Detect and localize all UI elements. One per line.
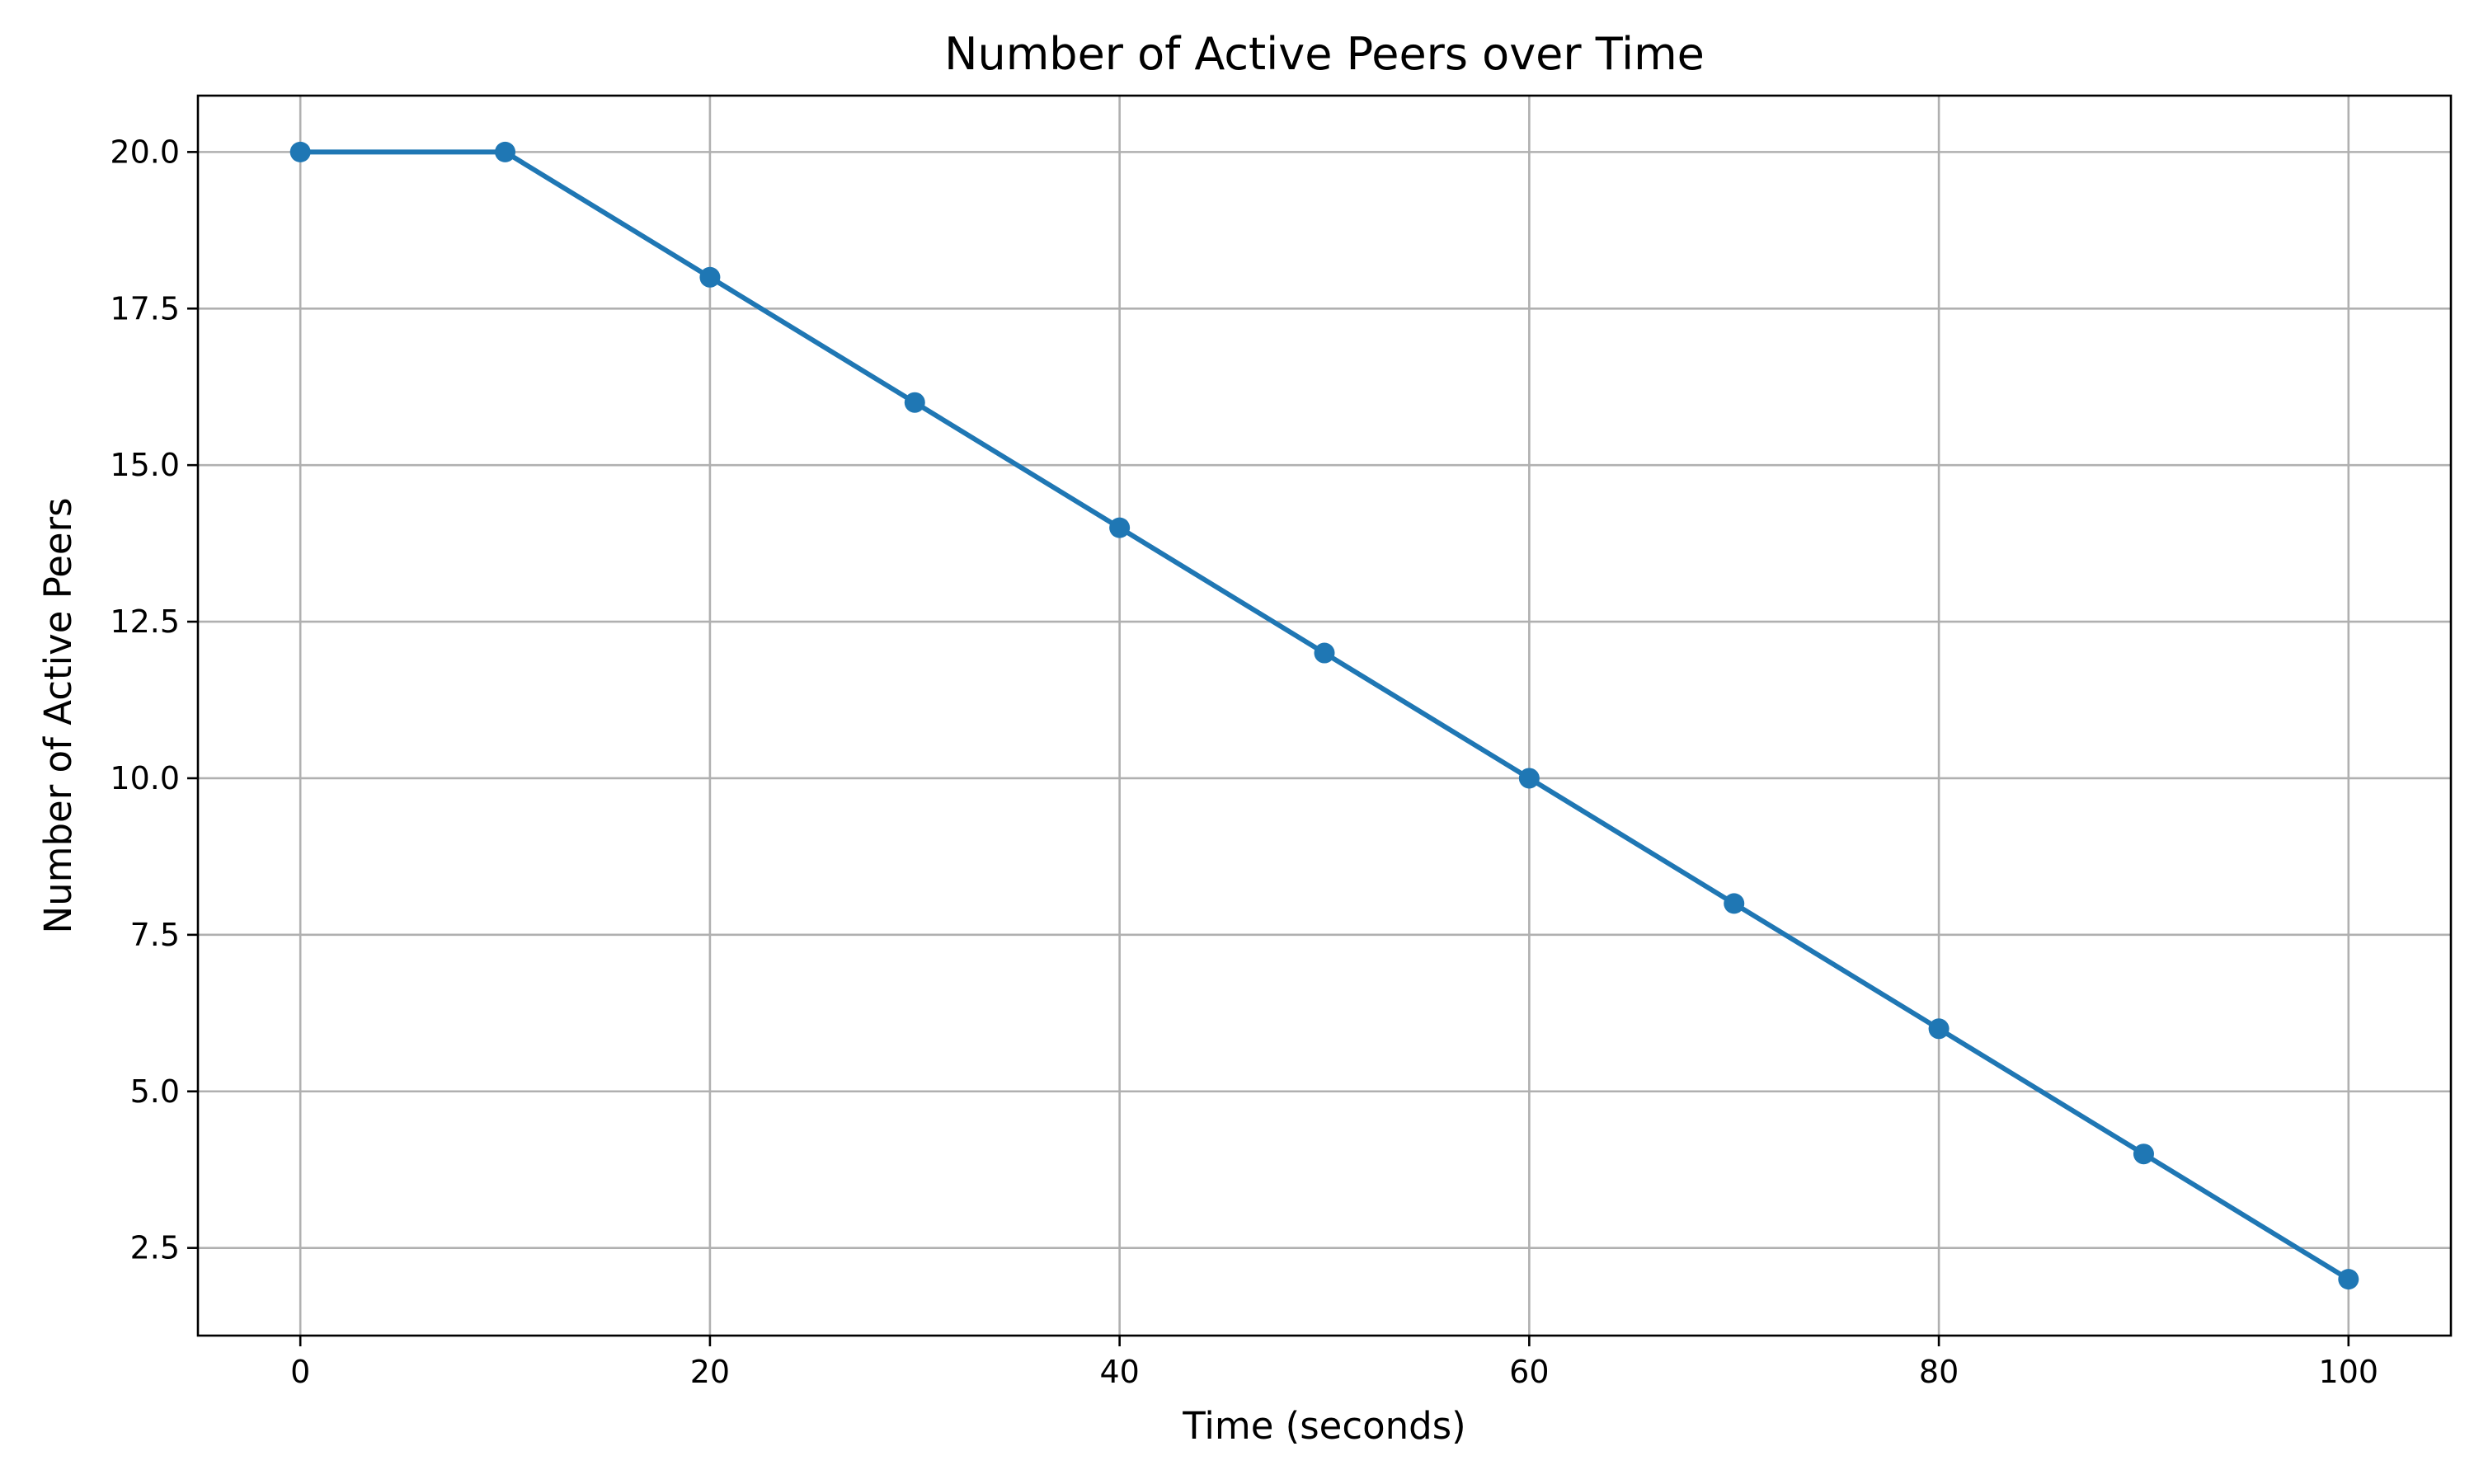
data-point: [2133, 1144, 2154, 1165]
x-tick-label: 100: [2319, 1354, 2379, 1390]
x-tick-label: 60: [1509, 1354, 1549, 1390]
data-point: [2338, 1269, 2359, 1290]
x-axis-label: Time (seconds): [1182, 1404, 1465, 1448]
y-tick-label: 10.0: [110, 760, 180, 796]
data-point: [1928, 1018, 1950, 1040]
x-tick-label: 20: [690, 1354, 730, 1390]
data-point: [289, 141, 311, 162]
y-tick-label: 12.5: [110, 603, 180, 640]
y-tick-label: 7.5: [130, 917, 180, 953]
y-tick-label: 17.5: [110, 290, 180, 326]
grid: [198, 96, 2451, 1336]
y-tick-label: 5.0: [130, 1073, 180, 1110]
series-layer: [289, 141, 2359, 1290]
plot-frame: [196, 94, 2453, 1337]
x-tick-label: 40: [1099, 1354, 1139, 1390]
data-point: [699, 266, 721, 288]
data-point: [1518, 768, 1540, 789]
y-tick-label: 2.5: [130, 1230, 180, 1266]
data-point: [1314, 642, 1335, 664]
data-point: [495, 141, 516, 162]
x-tick-label: 80: [1919, 1354, 1959, 1390]
data-point: [1724, 893, 1745, 914]
x-tick-label: 0: [290, 1354, 310, 1390]
y-tick-label: 20.0: [110, 134, 180, 170]
chart-title: Number of Active Peers over Time: [944, 28, 1705, 80]
data-point: [904, 392, 925, 413]
axis-ticks: 0 20 40 60 80 100 2.5 5.0 7.5 10.0 12.5 15.0 17.5 20.…: [110, 134, 2378, 1390]
y-tick-label: 15.0: [110, 447, 180, 483]
data-point: [1109, 517, 1131, 538]
y-axis-label: Number of Active Peers: [36, 497, 80, 933]
